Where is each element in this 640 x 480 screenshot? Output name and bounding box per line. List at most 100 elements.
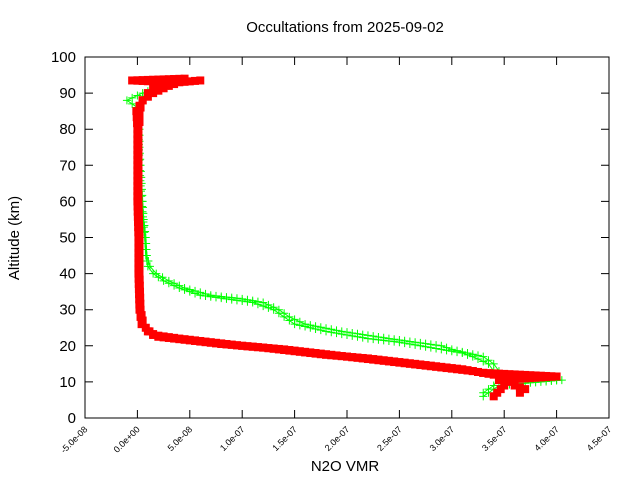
data-layer xyxy=(122,74,566,401)
red-square-marker xyxy=(332,351,341,360)
red-square-marker xyxy=(358,353,367,362)
green-plus-line xyxy=(125,85,562,397)
red-square-marker xyxy=(222,340,231,349)
red-square-marker xyxy=(521,385,530,394)
red-square-marker xyxy=(400,358,409,367)
green-plus-marker xyxy=(301,322,310,331)
red-square-marker xyxy=(510,375,519,384)
green-plus-marker xyxy=(463,350,472,359)
green-plus-marker xyxy=(154,273,163,282)
red-square-marker xyxy=(343,352,351,361)
red-square-marker xyxy=(154,77,163,86)
red-square-marker xyxy=(133,192,142,201)
red-square-marker xyxy=(185,77,194,86)
green-plus-marker xyxy=(143,262,152,271)
red-square-marker xyxy=(134,248,143,257)
green-plus-marker xyxy=(332,329,341,338)
red-square-marker xyxy=(191,76,200,85)
red-square-marker xyxy=(137,320,146,329)
red-square-marker xyxy=(154,81,163,90)
red-square-marker xyxy=(138,96,147,105)
red-square-marker xyxy=(253,343,262,352)
red-square-marker xyxy=(134,285,143,294)
red-square-marker xyxy=(136,312,145,321)
red-square-marker xyxy=(134,269,143,278)
green-plus-marker xyxy=(353,332,362,341)
red-square-marker xyxy=(421,361,430,370)
red-square-marker xyxy=(185,336,194,345)
red-square-marker xyxy=(133,166,142,175)
green-plus-marker xyxy=(369,335,378,344)
red-square-marker xyxy=(442,363,451,372)
red-square-marker xyxy=(479,368,488,377)
red-square-marker xyxy=(510,381,519,390)
green-plus-marker xyxy=(222,294,231,303)
red-square-marker xyxy=(134,274,143,283)
green-plus-marker xyxy=(363,334,372,343)
red-square-marker xyxy=(515,383,524,392)
red-square-marker xyxy=(135,290,144,299)
green-plus-marker xyxy=(458,349,467,358)
red-square-marker xyxy=(143,327,152,336)
green-plus-marker xyxy=(348,331,357,340)
red-square-marker xyxy=(133,125,142,134)
x-tick-label: 3.5e-07 xyxy=(480,424,509,453)
green-plus-marker xyxy=(232,296,241,305)
red-square-marker xyxy=(505,370,514,379)
red-square-marker xyxy=(290,347,299,356)
red-square-marker xyxy=(133,150,142,159)
red-square-marker xyxy=(531,373,540,382)
green-plus-marker xyxy=(432,344,441,353)
red-square-marker xyxy=(134,238,143,247)
red-square-marker xyxy=(243,342,252,351)
green-plus-marker xyxy=(311,324,320,333)
x-tick-label: 2.5e-07 xyxy=(375,424,404,453)
green-plus-marker xyxy=(175,284,184,293)
green-plus-marker xyxy=(484,385,493,394)
red-square-marker xyxy=(133,135,142,144)
red-square-marker xyxy=(510,370,519,379)
red-square-marker xyxy=(463,366,472,375)
red-square-marker xyxy=(128,76,137,85)
red-square-marker xyxy=(159,84,168,93)
red-square-marker xyxy=(432,362,441,371)
red-square-marker xyxy=(494,369,503,378)
green-plus-marker xyxy=(191,289,200,298)
x-tick-label: 1.5e-07 xyxy=(270,424,299,453)
green-plus-marker xyxy=(217,294,226,303)
red-square-marker xyxy=(363,354,372,363)
y-tick-label: 10 xyxy=(59,374,76,391)
red-square-marker xyxy=(159,333,168,342)
red-square-marker xyxy=(311,349,320,358)
green-plus-marker xyxy=(390,337,399,346)
red-square-marker xyxy=(552,372,561,381)
green-plus-marker xyxy=(479,388,488,397)
green-plus-marker xyxy=(442,346,451,355)
red-square-marker xyxy=(384,356,393,365)
green-plus-marker xyxy=(253,300,262,309)
red-square-marker xyxy=(316,350,325,359)
red-square-marker xyxy=(133,212,142,221)
green-plus-marker xyxy=(343,330,351,339)
red-square-marker xyxy=(133,176,142,185)
green-plus-marker xyxy=(484,359,493,368)
y-tick-label: 20 xyxy=(59,338,76,355)
red-square-marker xyxy=(143,92,152,101)
red-square-marker xyxy=(154,86,163,95)
green-plus-marker xyxy=(295,321,304,330)
red-square-line xyxy=(132,78,527,394)
red-square-marker xyxy=(468,367,477,376)
red-square-marker xyxy=(500,375,509,384)
red-square-marker xyxy=(337,352,346,361)
red-square-marker xyxy=(301,348,310,357)
green-plus-marker xyxy=(384,336,393,345)
red-square-marker xyxy=(505,375,514,384)
red-square-marker xyxy=(134,228,143,237)
red-square-marker xyxy=(322,350,331,359)
y-tick-label: 90 xyxy=(59,85,76,102)
red-square-marker xyxy=(227,340,236,349)
green-plus-marker xyxy=(322,327,331,336)
red-square-marker xyxy=(133,140,142,149)
red-square-marker xyxy=(170,334,179,343)
